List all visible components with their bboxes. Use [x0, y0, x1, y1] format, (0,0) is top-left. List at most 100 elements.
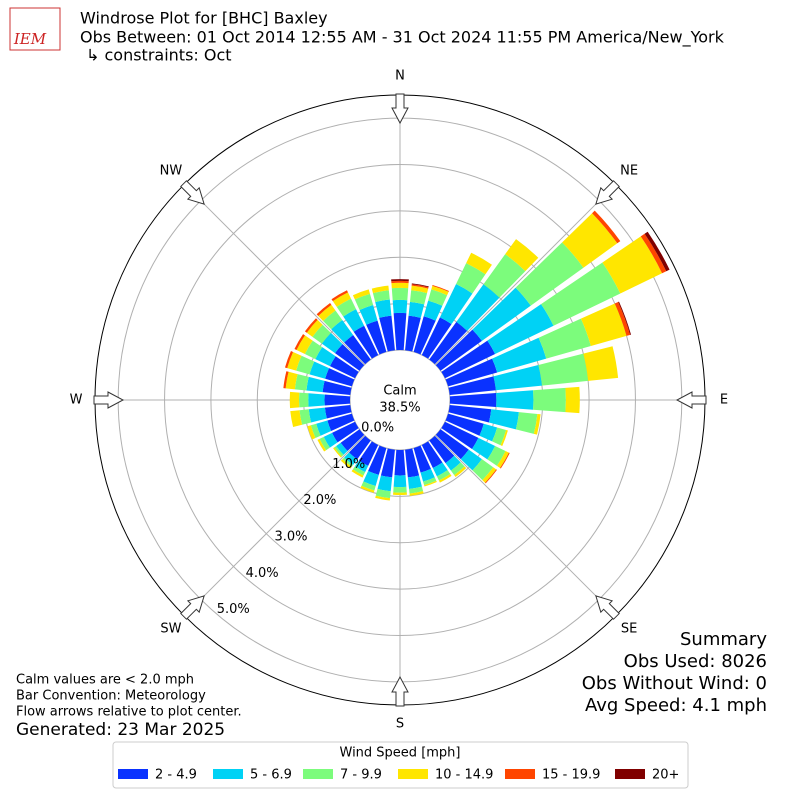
bar-segment — [299, 392, 309, 408]
bar-segment — [435, 429, 469, 460]
bar-segment — [372, 290, 390, 303]
flow-arrow — [595, 180, 620, 205]
bar-segment — [421, 317, 452, 359]
radial-grid-line — [435, 183, 617, 365]
bar-segment — [375, 488, 391, 499]
bar-segment — [405, 448, 420, 478]
legend-label: 5 - 6.9 — [250, 768, 292, 783]
bar-segment — [496, 451, 509, 468]
bar-segment — [322, 380, 352, 395]
bar-segment — [359, 305, 378, 325]
bar-segment — [316, 420, 332, 436]
bar-segment — [344, 452, 358, 465]
bar-segment — [640, 233, 667, 274]
bar-segment — [323, 432, 338, 448]
bar-segment — [482, 467, 497, 483]
bar-segment — [334, 446, 344, 457]
bar-segment — [290, 410, 303, 428]
bar-segment — [460, 449, 482, 471]
y-tick-label: 0.0% — [361, 421, 394, 436]
bar-segment — [580, 303, 627, 346]
bar-segment — [306, 319, 323, 337]
flow-arrow — [391, 675, 409, 707]
bar-segment — [317, 438, 327, 452]
bar-segment — [431, 285, 449, 296]
legend-swatch — [303, 769, 333, 779]
bar-segment — [538, 353, 589, 386]
bar-segment — [352, 289, 370, 300]
compass-label: NE — [620, 163, 638, 178]
bar-segment — [294, 374, 309, 391]
legend-label: 15 - 19.9 — [542, 768, 600, 783]
bar-segment — [368, 445, 387, 475]
summary: Obs Used: 8026 — [624, 651, 767, 672]
bar-segment — [454, 466, 467, 478]
bar-segment — [312, 324, 331, 344]
bar-segment — [393, 475, 407, 488]
bar-segment — [363, 470, 379, 487]
bar-segment — [358, 441, 379, 466]
bar-segment — [354, 460, 369, 473]
bar-segment — [308, 407, 327, 423]
bar-segment — [409, 486, 424, 494]
bar-segment — [348, 435, 371, 460]
radial-grid-line — [435, 435, 617, 617]
legend-swatch — [398, 769, 428, 779]
bar-segment — [413, 316, 436, 355]
compass-label: S — [396, 717, 404, 732]
bar-segment — [614, 301, 631, 336]
bar-segment — [565, 386, 580, 414]
bar-segment — [287, 351, 302, 371]
bar-segment — [483, 254, 526, 298]
bar-segment — [424, 480, 437, 487]
bar-segment — [323, 310, 343, 330]
flow-arrow — [675, 391, 707, 409]
bar-segment — [375, 299, 392, 318]
bar-segment — [408, 301, 425, 318]
bar-segment — [318, 304, 336, 321]
bar-segment — [325, 368, 355, 387]
bar-segment — [331, 290, 348, 302]
calm-label: Calm — [383, 384, 416, 399]
bar-segment — [394, 449, 406, 476]
bar-segment — [377, 475, 393, 492]
bar-segment — [445, 358, 498, 387]
y-tick-label: 4.0% — [246, 566, 279, 581]
bar-segment — [445, 455, 461, 471]
bar-segment — [456, 284, 500, 331]
bar-segment — [352, 466, 366, 476]
bar-segment — [332, 421, 359, 443]
bar-segment — [324, 394, 351, 406]
compass-label: W — [70, 393, 83, 408]
grid-circle — [164, 164, 636, 636]
bar-segment — [515, 242, 584, 306]
note: Calm values are < 2.0 mph — [16, 673, 194, 688]
bar-segment — [329, 356, 359, 379]
bar-segment — [441, 421, 479, 449]
bar-segment — [393, 492, 407, 495]
compass-label: N — [395, 69, 405, 84]
bar-segment — [342, 457, 354, 467]
bar-segment — [353, 325, 379, 359]
legend-swatch — [615, 769, 645, 779]
bar-segment — [441, 340, 496, 379]
bar-segment — [380, 448, 395, 478]
bar-segment — [428, 289, 448, 306]
logo-text: IEM — [13, 30, 47, 48]
bar-segment — [411, 283, 429, 288]
bar-segment — [562, 213, 618, 268]
bar-segment — [411, 284, 429, 289]
bar-segment — [435, 329, 482, 371]
grid-circle — [210, 210, 590, 590]
bar-segment — [333, 447, 342, 458]
logo-box — [9, 7, 61, 51]
bar-segment — [487, 445, 506, 466]
bar-segment — [360, 485, 375, 493]
bar-segment — [538, 318, 591, 359]
bar-segment — [438, 473, 452, 483]
y-tick-label: 2.0% — [303, 493, 336, 508]
bar-segment — [439, 284, 473, 325]
legend-swatch — [505, 769, 535, 779]
y-tick-label: 1.0% — [332, 457, 365, 472]
